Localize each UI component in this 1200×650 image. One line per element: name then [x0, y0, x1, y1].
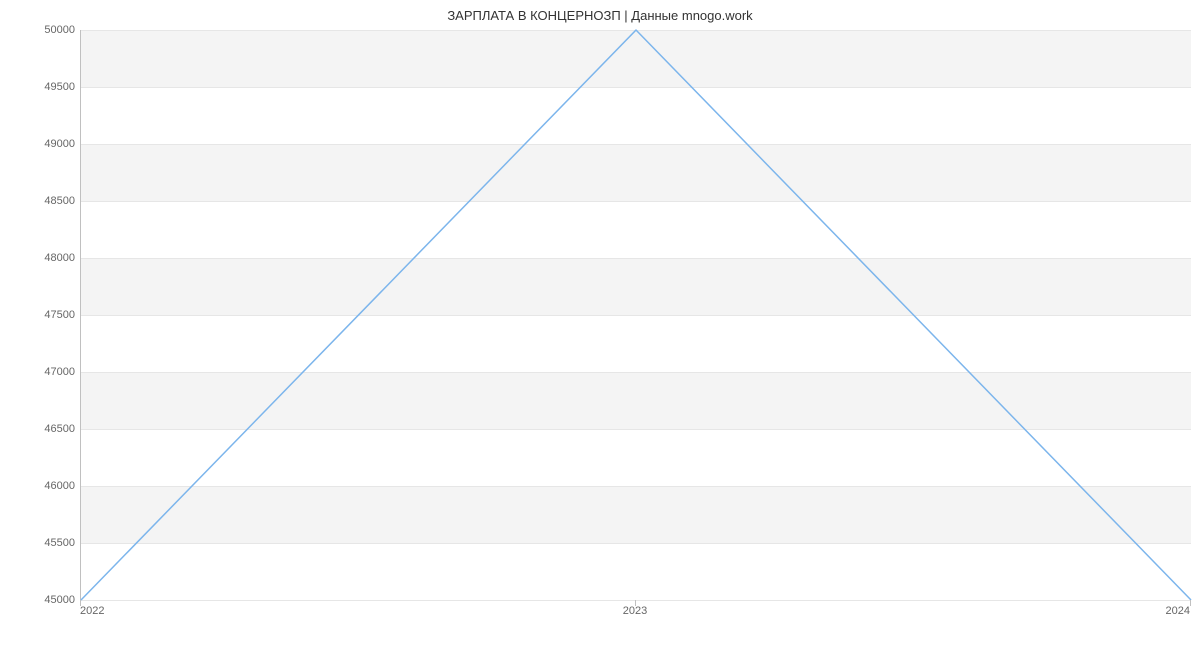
- x-axis-label: 2024: [1166, 605, 1190, 617]
- line-series: [81, 30, 1191, 600]
- x-axis-tick: [635, 600, 636, 606]
- y-axis-label: 48000: [44, 252, 75, 264]
- y-axis-label: 49500: [44, 81, 75, 93]
- grid-line: [81, 600, 1191, 601]
- y-axis-label: 47000: [44, 366, 75, 378]
- x-axis-tick: [1190, 600, 1191, 606]
- y-axis-label: 50000: [44, 24, 75, 36]
- x-axis-label: 2022: [80, 605, 104, 617]
- y-axis-label: 45500: [44, 537, 75, 549]
- chart-container: ЗАРПЛАТА В КОНЦЕРНОЗП | Данные mnogo.wor…: [0, 0, 1200, 650]
- plot-area: [80, 30, 1191, 601]
- y-axis-label: 49000: [44, 138, 75, 150]
- y-axis-label: 48500: [44, 195, 75, 207]
- y-axis-label: 47500: [44, 309, 75, 321]
- x-axis-label: 2023: [623, 605, 647, 617]
- y-axis-label: 46000: [44, 480, 75, 492]
- y-axis-label: 45000: [44, 594, 75, 606]
- x-axis-tick: [80, 600, 81, 606]
- y-axis-label: 46500: [44, 423, 75, 435]
- chart-title: ЗАРПЛАТА В КОНЦЕРНОЗП | Данные mnogo.wor…: [0, 0, 1200, 23]
